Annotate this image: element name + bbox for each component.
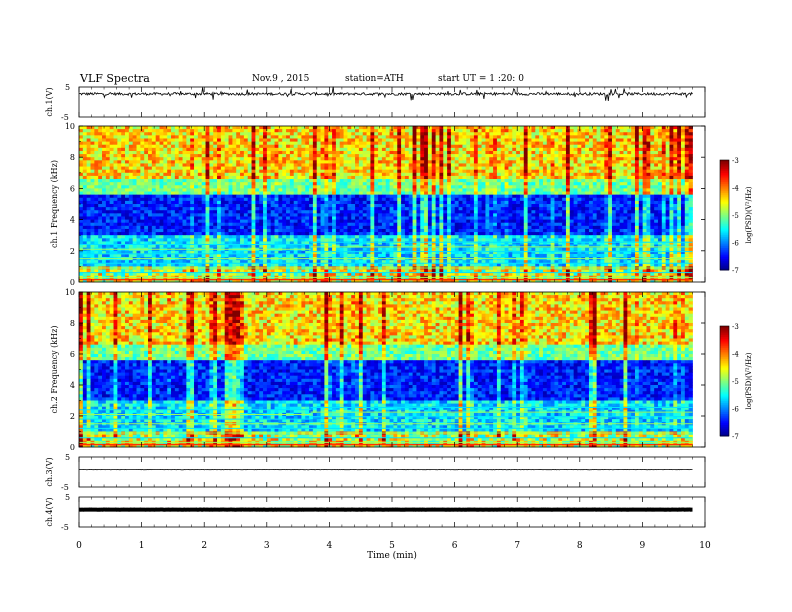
ytick-label: 2 (70, 247, 75, 256)
ytick-label: 8 (70, 153, 75, 162)
panel-ch3-waveform: 5 -5 ch.3(V) (45, 453, 706, 492)
ytick-label: 8 (70, 319, 75, 328)
panel-ch2-spectrogram: 0 2 4 6 8 10 ch.2 Frequency (kHz) -3 -4 -5 -6 -7 log… (50, 288, 753, 452)
colorbar-tick-label: -7 (732, 433, 739, 441)
xtick-label: 4 (327, 541, 333, 551)
y-axis-label: ch.3(V) (45, 457, 54, 486)
ytick-label: 5 (65, 453, 70, 462)
ytick-label: 6 (70, 350, 75, 359)
colorbar-tick-label: -6 (732, 406, 739, 414)
colorbar-frame (719, 159, 730, 271)
series-trace (79, 86, 693, 102)
xtick-label: 7 (514, 541, 520, 551)
y-axis-label: ch.2 Frequency (kHz) (50, 326, 59, 414)
x-axis-label: Time (min) (367, 550, 417, 561)
ytick-label: 5 (65, 493, 70, 502)
xtick-label: 2 (201, 541, 207, 551)
panel-ch1-waveform: 5 -5 ch.1(V) (45, 83, 706, 122)
colorbar-tick-label: -7 (732, 267, 739, 275)
spectrogram-cells (79, 126, 693, 283)
ytick-label: 2 (70, 412, 75, 421)
xtick-label: 8 (577, 541, 583, 551)
y-axis-label: ch.1 Frequency (kHz) (50, 160, 59, 248)
ytick-label: 5 (65, 83, 70, 92)
xtick-label: 5 (389, 541, 395, 551)
spectrogram-cells (79, 292, 693, 448)
ytick-label: 10 (65, 288, 75, 297)
colorbar-tick-label: -3 (732, 157, 739, 165)
ytick-label: 10 (65, 122, 75, 131)
xtick-label: 1 (139, 541, 145, 551)
start-time-label: start UT = 1 :20: 0 (438, 74, 524, 84)
xtick-label: 10 (699, 541, 711, 551)
ytick-label: 6 (70, 184, 75, 193)
ytick-label: -5 (61, 113, 69, 122)
colorbar-label: log(PSD)(V²/Hz) (745, 352, 753, 409)
colorbar-label: log(PSD)(V²/Hz) (745, 186, 753, 243)
colorbar-tick-label: -6 (732, 240, 739, 248)
ytick-label: 0 (70, 443, 75, 452)
colorbar-tick-label: -5 (732, 378, 739, 386)
xtick-label: 3 (264, 541, 270, 551)
colorbar-tick-label: -4 (732, 185, 739, 193)
xtick-label: 6 (452, 541, 458, 551)
y-axis-label: ch.4(V) (45, 497, 54, 526)
ytick-label: 4 (70, 216, 75, 225)
xtick-label: 9 (640, 541, 646, 551)
ytick-label: 0 (70, 278, 75, 287)
colorbar-tick-label: -4 (732, 351, 739, 359)
ytick-label: -5 (61, 523, 69, 532)
colorbar-tick-label: -5 (732, 212, 739, 220)
y-axis-label: ch.1(V) (45, 87, 54, 116)
colorbar-frame (719, 325, 730, 437)
panel-ch1-spectrogram: 0 2 4 6 8 10 ch.1 Frequency (kHz) -3 -4 -5 -6 -7 log… (50, 122, 753, 287)
date-label: Nov.9 , 2015 (252, 74, 310, 84)
station-label: station=ATH (345, 74, 404, 84)
xtick-label: 0 (76, 541, 82, 551)
panel-ch4-waveform: 5 -5 ch.4(V) (45, 493, 706, 532)
colorbar-tick-label: -3 (732, 323, 739, 331)
chart-title: VLF Spectra (80, 72, 150, 85)
ytick-label: -5 (61, 483, 69, 492)
ytick-label: 4 (70, 381, 75, 390)
